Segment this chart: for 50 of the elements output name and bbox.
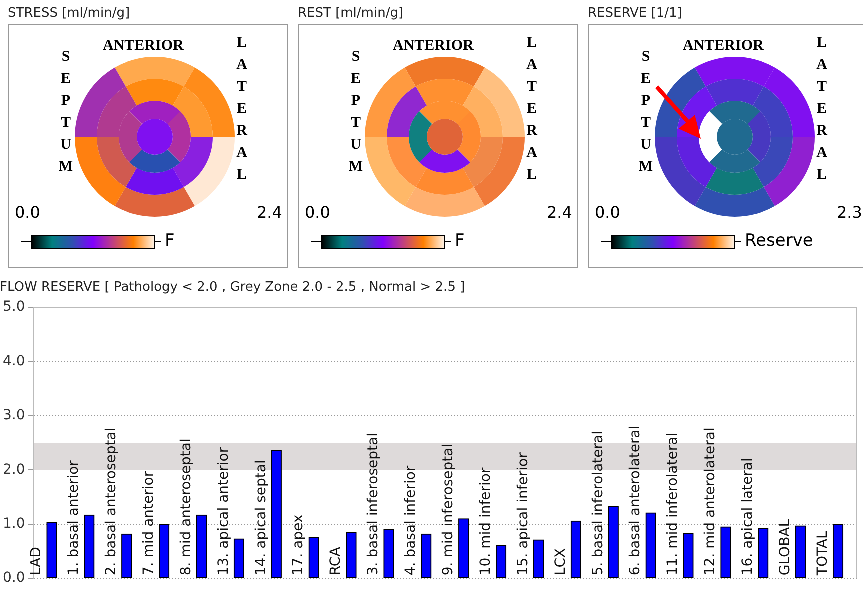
x-tick-label: 3. basal inferoseptal: [366, 433, 382, 576]
x-tick-label: 6. basal anterolateral: [628, 426, 644, 576]
text: 2.4: [257, 203, 282, 222]
x-tick-label: 8. mid anteroseptal: [178, 438, 194, 576]
x-tick-label: LCX: [552, 548, 569, 576]
color-bar-title: F: [165, 231, 175, 251]
y-tick-label: 1.0: [3, 516, 26, 532]
y-tick-label: 5.0: [3, 299, 26, 316]
text: 2.4: [547, 203, 572, 222]
text: SEPTUM: [637, 49, 655, 181]
text: LATERAL: [233, 35, 251, 189]
text: 0.0: [305, 203, 330, 222]
x-tick-label: 13. apical anterior: [216, 447, 232, 576]
x-tick-label: 2. basal anteroseptal: [104, 428, 120, 576]
x-tick-label: 1. basal anterior: [66, 460, 82, 576]
text: REST [ml/min/g]: [298, 6, 404, 21]
text: 0.0: [15, 203, 40, 222]
chart-title: FLOW RESERVE [ Pathology < 2.0 , Grey Zone 2.0 - 2.5 , Normal > 2.5 ]: [0, 280, 466, 296]
x-tick-label: GLOBAL: [777, 519, 794, 576]
y-tick-label: 2.0: [3, 462, 26, 478]
x-tick-label: 12. mid anterolateral: [702, 428, 719, 576]
text: STRESS [ml/min/g]: [8, 6, 130, 21]
text: RESERVE [1/1]: [588, 6, 682, 21]
color-bar-title: Reserve: [745, 231, 814, 251]
text: ANTERIOR: [393, 37, 474, 56]
text: LATERAL: [523, 35, 541, 189]
x-tick-label: LAD: [28, 547, 45, 576]
x-tick-label: RCA: [328, 546, 344, 576]
x-tick-label: 17. apex: [290, 514, 307, 576]
x-tick-label: TOTAL: [814, 530, 831, 577]
y-tick-label: 4.0: [3, 353, 26, 370]
x-tick-label: 15. apical inferior: [515, 452, 532, 576]
text: LATERAL: [813, 35, 831, 189]
text: SEPTUM: [57, 49, 75, 181]
x-tick-label: 4. basal inferior: [403, 466, 420, 576]
text: ANTERIOR: [103, 37, 184, 56]
x-tick-label: 5. basal inferolateral: [590, 430, 606, 576]
y-tick-label: 3.0: [3, 408, 26, 424]
color-bar-title: F: [455, 231, 465, 251]
x-tick-label: 16. apical lateral: [740, 458, 756, 576]
x-tick-label: 10. mid inferior: [478, 468, 494, 576]
x-tick-label: 9. mid inferoseptal: [440, 444, 456, 576]
y-tick-label: 0.0: [3, 570, 26, 586]
text: SEPTUM: [347, 49, 365, 181]
x-tick-label: 11. mid inferolateral: [665, 432, 682, 576]
x-tick-label: 7. mid anterior: [140, 471, 157, 576]
text: ANTERIOR: [683, 37, 764, 56]
text: 0.0: [595, 203, 620, 222]
text: 2.3: [837, 203, 862, 222]
x-tick-label: 14. apical septal: [253, 460, 270, 576]
